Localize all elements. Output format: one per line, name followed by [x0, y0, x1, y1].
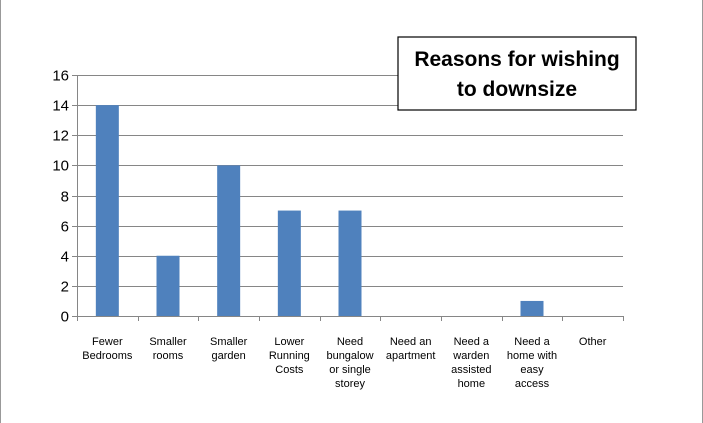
x-category-label: Need a: [514, 336, 550, 348]
x-category-label: Need a: [454, 336, 490, 348]
x-category-label: Running: [269, 350, 310, 362]
x-category-label: warden: [452, 350, 489, 362]
x-category-label: easy: [520, 364, 544, 376]
x-category-label: Smaller: [149, 336, 187, 348]
y-tick-label: 12: [52, 128, 69, 145]
x-category-label: apartment: [386, 350, 436, 362]
x-category-label: access: [515, 378, 550, 390]
bars: [95, 105, 544, 316]
bar: [338, 210, 362, 316]
y-tick-label: 4: [61, 249, 69, 266]
x-category-label: garden: [212, 350, 246, 362]
x-category-label: home: [458, 378, 486, 390]
x-category-label: or single: [329, 364, 371, 376]
y-tick-label: 8: [61, 189, 69, 206]
bar: [520, 300, 544, 316]
x-category-label: Costs: [275, 364, 304, 376]
y-tick-labels: 0 2 4 6 8 10 12 14 16: [52, 68, 69, 326]
bar: [156, 255, 180, 316]
x-category-label: home with: [507, 350, 557, 362]
x-category-label: Need an: [390, 336, 432, 348]
y-tick-label: 14: [52, 98, 69, 115]
x-category-label: storey: [335, 378, 365, 390]
x-category-label: Other: [579, 336, 607, 348]
x-category-label: Fewer: [92, 336, 123, 348]
x-category-labels: Fewer Bedrooms Smaller rooms Smaller garden Lo…: [82, 336, 606, 390]
y-tick-label: 10: [52, 158, 69, 175]
y-tick-label: 6: [61, 219, 69, 236]
bar: [95, 105, 119, 316]
chart-title-line-2: to downsize: [457, 78, 577, 101]
bar: [277, 210, 301, 316]
x-category-label: rooms: [153, 350, 184, 362]
x-category-label: Need: [337, 336, 363, 348]
chart-title-line-1: Reasons for wishing: [414, 48, 619, 71]
y-tick-label: 0: [61, 309, 69, 326]
x-category-label: assisted: [451, 364, 491, 376]
title-box-border: [397, 36, 637, 111]
x-category-label: Smaller: [210, 336, 248, 348]
chart-title-box: Reasons for wishing to downsize: [397, 36, 637, 111]
x-category-label: Lower: [274, 336, 304, 348]
x-category-label: bungalow: [326, 350, 373, 362]
y-tick-label: 16: [52, 68, 69, 85]
y-tick-label: 2: [61, 279, 69, 296]
x-category-label: Bedrooms: [82, 350, 133, 362]
bar: [217, 165, 241, 316]
axes: [72, 75, 624, 321]
